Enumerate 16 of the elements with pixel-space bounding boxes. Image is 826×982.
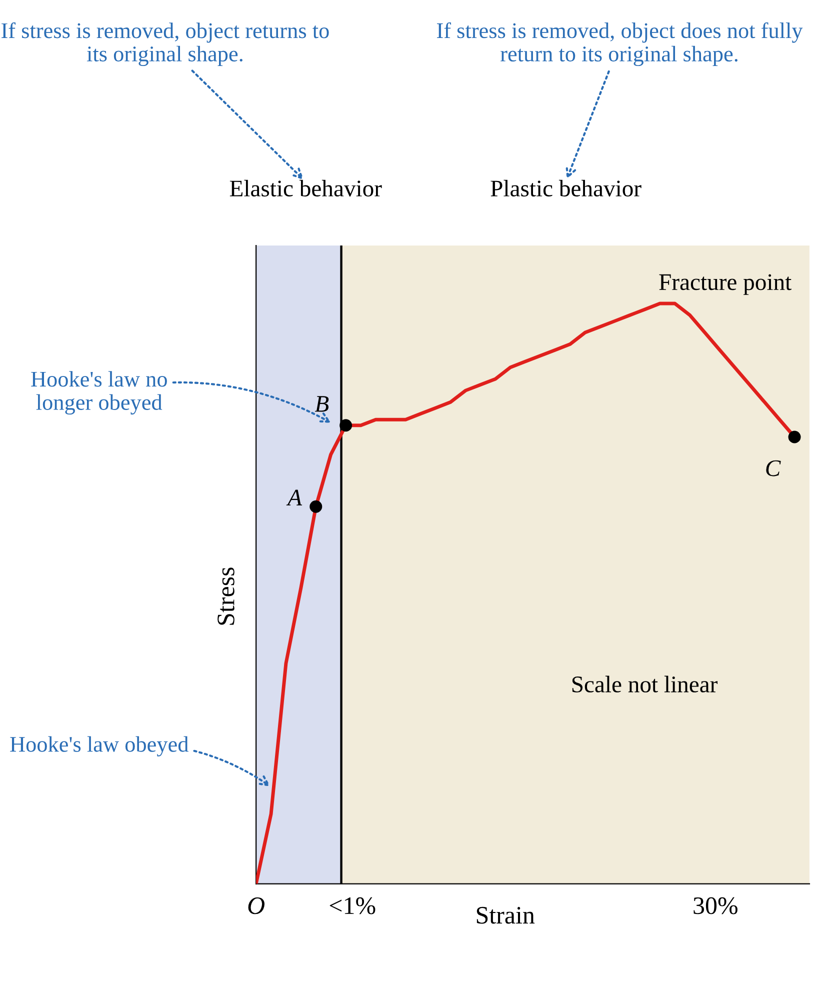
text: O <box>248 897 264 914</box>
text: Elastic behavior <box>230 180 382 197</box>
text: If stress is removed, object returns to its original shape. <box>2 22 329 66</box>
y-axis-title: Stress <box>218 568 234 625</box>
text: Hooke's law no longer obeyed <box>31 371 167 415</box>
annotation: Scale not linear <box>572 676 718 692</box>
annotation: B <box>314 396 329 412</box>
text: 30% <box>694 897 738 914</box>
text: Hooke's law obeyed <box>10 736 188 756</box>
text: Fracture point <box>659 274 792 295</box>
text: Plastic behavior <box>490 180 642 197</box>
x-axis-title: Strain <box>476 906 535 924</box>
text: If stress is removed, object does not fully return to its original shape. <box>437 22 803 66</box>
annotation: A <box>286 490 302 506</box>
text: <1% <box>330 897 376 914</box>
annotation: C <box>766 460 781 476</box>
